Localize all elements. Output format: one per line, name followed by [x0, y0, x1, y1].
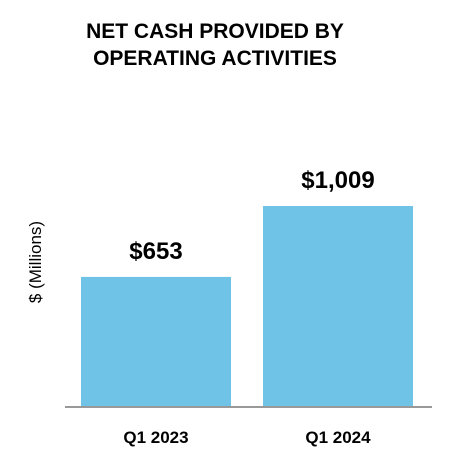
data-label: $1,009: [301, 167, 374, 194]
bar-q1-2023: [81, 276, 231, 407]
chart-title-line-2: OPERATING ACTIVITIES: [93, 47, 337, 70]
x-tick-label: Q1 2024: [305, 428, 371, 447]
data-label: $653: [129, 238, 182, 265]
chart-title-line-1: NET CASH PROVIDED BY: [86, 20, 344, 43]
bar-q1-2024: [263, 206, 413, 407]
chart-title: NET CASH PROVIDED BY OPERATING ACTIVITIE…: [0, 18, 450, 72]
x-tick-label: Q1 2023: [123, 428, 188, 447]
